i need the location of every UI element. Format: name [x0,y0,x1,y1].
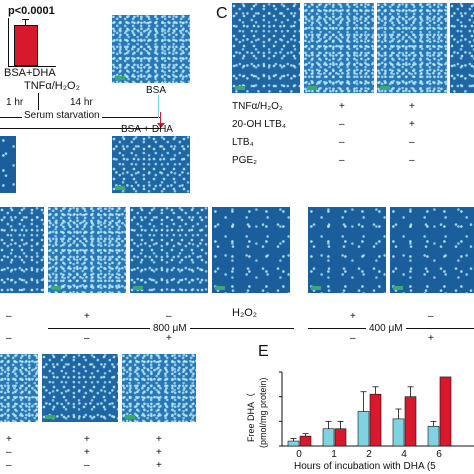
x-tick-label: 1 [331,449,337,460]
c-value-3-0: – [339,155,345,166]
bl-row3-2: + [156,460,162,471]
bl-row2-0: – [6,447,12,458]
micrograph-d-5 [308,207,386,293]
x-tick-label: 4 [401,449,407,460]
d-row2-1: – [84,333,90,344]
c-value-0-0: + [339,101,345,112]
treatment-arrow [38,93,39,111]
bar [392,418,405,447]
serum-starvation-label: Serum starvation [22,110,102,121]
treatment-label: TNFα/H₂O₂ [24,80,80,92]
bsa-dha-label: BSA + DHA [121,124,173,135]
conc-800-label: 800 μM [150,323,190,334]
micrograph-c-2 [304,3,374,93]
e-xlabel: Hours of incubation with DHA (5 [294,461,436,472]
d-row1-4: + [350,311,356,322]
bl-row3-0: – [6,460,12,471]
micrograph-bsa-dha [112,136,190,193]
h2o2-label: H₂O₂ [232,307,258,319]
bar [369,393,382,447]
d-row2-5: + [428,333,434,344]
micrograph-c-3 [377,3,447,93]
c-row-label-1: 20-OH LTB₄ [232,119,286,130]
bar [427,425,440,447]
c-value-2-1: – [409,137,415,148]
micrograph-d-3 [130,207,208,293]
conc-400-label: 400 μM [366,323,406,334]
bl-row1-1: + [84,434,90,445]
c-row-label-2: LTB₄ [232,137,254,148]
bl-row2-1: + [84,447,90,458]
time-14hr: 14 hr [70,97,93,108]
inset-error-cap [22,19,29,20]
bar [322,428,335,447]
c-value-1-1: + [409,119,415,130]
bl-row2-2: + [156,447,162,458]
time-1hr: 1 hr [6,97,24,108]
d-row2-4: – [350,333,356,344]
inset-y-axis [8,18,9,66]
e-ylabel-1: Free DHA（ [246,392,256,442]
bar [299,435,312,447]
bl-row1-2: + [156,434,162,445]
micrograph-bl-1 [0,354,38,422]
micrograph-c-1 [232,3,300,93]
bar-chart: 0 1 2 4 6 [279,371,474,460]
c-row-label-3: PGE₂ [232,155,257,166]
pvalue-label: p<0.0001 [8,5,55,17]
d-row1-0: – [6,311,12,322]
inset-label: BSA+DHA [4,67,56,79]
c-row-label-0: TNFα/H₂O₂ [232,101,283,112]
x-tick-label: 2 [366,449,372,460]
d-row1-2: – [166,311,172,322]
bsa-pointer [158,95,159,118]
bar [439,376,452,447]
x-tick-label: 6 [436,449,442,460]
c-value-2-0: – [339,137,345,148]
micrograph-d-2 [48,207,126,293]
bar [334,428,347,447]
bl-row3-1: – [84,460,90,471]
d-row2-2: + [166,333,172,344]
bar [404,396,417,447]
inset-error-bar [25,19,26,25]
micrograph-bl-2 [42,354,118,422]
panel-letter-e: E [258,343,269,360]
d-row1-5: – [428,311,434,322]
c-value-0-1: + [409,101,415,112]
micrograph-d-6 [390,207,474,293]
micrograph-left-edge [0,136,16,193]
micrograph-c-4 [450,3,474,93]
d-row2-0: – [6,333,12,344]
panel-letter-c: C [216,5,228,22]
micrograph-bl-3 [122,354,196,422]
bsa-dha-pointer [160,112,161,124]
bl-row1-0: + [6,434,12,445]
d-row1-1: + [84,311,90,322]
bar [357,411,370,447]
micrograph-d-1 [0,207,44,293]
bsa-label: BSA [146,85,167,96]
c-value-3-1: – [409,155,415,166]
c-value-1-0: – [339,119,345,130]
inset-x-axis [8,66,56,67]
bsa-dha-arrowhead [157,123,165,128]
bottom-timeline [0,128,160,129]
bar [287,440,300,447]
micrograph-bsa [112,15,190,83]
x-tick-label: 0 [296,449,302,460]
micrograph-d-4 [212,207,290,293]
inset-bar-bsa-dha [14,25,38,66]
